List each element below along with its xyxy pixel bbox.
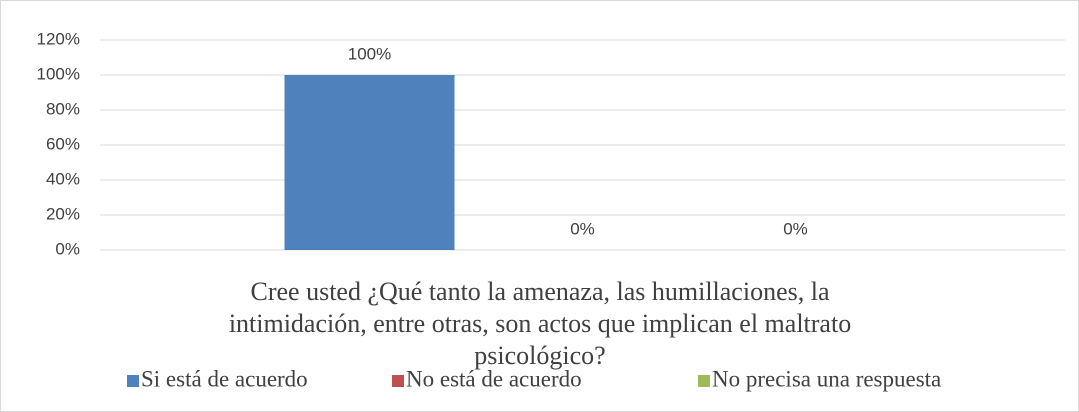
y-tick-label: 20% <box>46 204 80 223</box>
y-tick-label: 100% <box>37 64 80 83</box>
legend-swatch <box>698 375 710 387</box>
y-tick-label: 0% <box>55 239 80 258</box>
y-tick-label: 60% <box>46 134 80 153</box>
legend-label: Si está de acuerdo <box>141 366 308 391</box>
x-tick-label: Cree usted ¿Qué tanto la amenaza, las hu… <box>228 277 852 370</box>
data-label: 0% <box>783 219 808 238</box>
legend-swatch <box>127 375 139 387</box>
y-tick-label: 40% <box>46 169 80 188</box>
legend-label: No está de acuerdo <box>406 366 582 391</box>
legend-label: No precisa una respuesta <box>712 366 941 391</box>
data-label: 100% <box>348 44 391 63</box>
legend-swatch <box>392 375 404 387</box>
y-tick-label: 120% <box>37 29 80 48</box>
y-tick-label: 80% <box>46 99 80 118</box>
bar <box>284 75 455 250</box>
data-label: 0% <box>570 219 595 238</box>
